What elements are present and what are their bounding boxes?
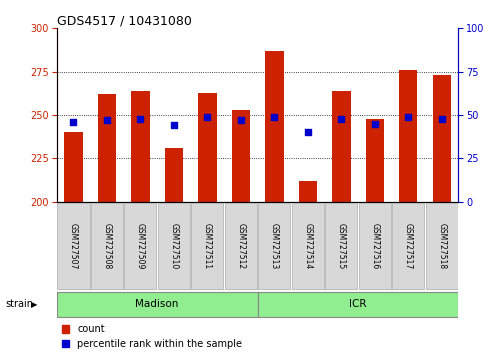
Point bbox=[170, 122, 178, 128]
Point bbox=[204, 114, 211, 120]
Point bbox=[237, 118, 245, 123]
Bar bbox=[232, 110, 250, 202]
FancyBboxPatch shape bbox=[292, 202, 324, 290]
FancyBboxPatch shape bbox=[91, 202, 123, 290]
Text: GSM727514: GSM727514 bbox=[303, 223, 313, 269]
Legend: count, percentile rank within the sample: count, percentile rank within the sample bbox=[62, 324, 242, 349]
Bar bbox=[265, 51, 283, 202]
Point bbox=[337, 116, 345, 121]
Text: ICR: ICR bbox=[350, 299, 367, 309]
Text: GSM727509: GSM727509 bbox=[136, 223, 145, 269]
Text: GSM727518: GSM727518 bbox=[437, 223, 446, 269]
Bar bbox=[98, 94, 116, 202]
Text: GDS4517 / 10431080: GDS4517 / 10431080 bbox=[57, 14, 192, 27]
FancyBboxPatch shape bbox=[124, 202, 156, 290]
Point bbox=[438, 116, 446, 121]
FancyBboxPatch shape bbox=[258, 292, 458, 317]
Bar bbox=[165, 148, 183, 202]
Text: GSM727510: GSM727510 bbox=[170, 223, 178, 269]
FancyBboxPatch shape bbox=[191, 202, 223, 290]
Point bbox=[137, 116, 144, 121]
FancyBboxPatch shape bbox=[359, 202, 391, 290]
Text: strain: strain bbox=[5, 299, 33, 309]
Text: GSM727508: GSM727508 bbox=[103, 223, 111, 269]
Text: GSM727511: GSM727511 bbox=[203, 223, 212, 269]
FancyBboxPatch shape bbox=[325, 202, 357, 290]
Text: GSM727512: GSM727512 bbox=[236, 223, 246, 269]
Point bbox=[304, 130, 312, 135]
Text: GSM727507: GSM727507 bbox=[69, 223, 78, 269]
Bar bbox=[64, 132, 83, 202]
Bar bbox=[399, 70, 418, 202]
Text: Madison: Madison bbox=[136, 299, 179, 309]
Bar bbox=[332, 91, 351, 202]
Text: GSM727516: GSM727516 bbox=[370, 223, 379, 269]
Point bbox=[371, 121, 379, 126]
FancyBboxPatch shape bbox=[57, 292, 258, 317]
FancyBboxPatch shape bbox=[225, 202, 257, 290]
FancyBboxPatch shape bbox=[57, 202, 90, 290]
FancyBboxPatch shape bbox=[425, 202, 458, 290]
Text: GSM727513: GSM727513 bbox=[270, 223, 279, 269]
Point bbox=[404, 114, 412, 120]
Bar bbox=[432, 75, 451, 202]
Bar bbox=[299, 181, 317, 202]
Text: GSM727515: GSM727515 bbox=[337, 223, 346, 269]
Point bbox=[270, 114, 278, 120]
Bar bbox=[366, 119, 384, 202]
Bar bbox=[131, 91, 149, 202]
FancyBboxPatch shape bbox=[258, 202, 290, 290]
FancyBboxPatch shape bbox=[158, 202, 190, 290]
Text: GSM727517: GSM727517 bbox=[404, 223, 413, 269]
Bar bbox=[198, 92, 216, 202]
Point bbox=[103, 118, 111, 123]
Point bbox=[70, 119, 77, 125]
Text: ▶: ▶ bbox=[31, 300, 37, 309]
FancyBboxPatch shape bbox=[392, 202, 424, 290]
